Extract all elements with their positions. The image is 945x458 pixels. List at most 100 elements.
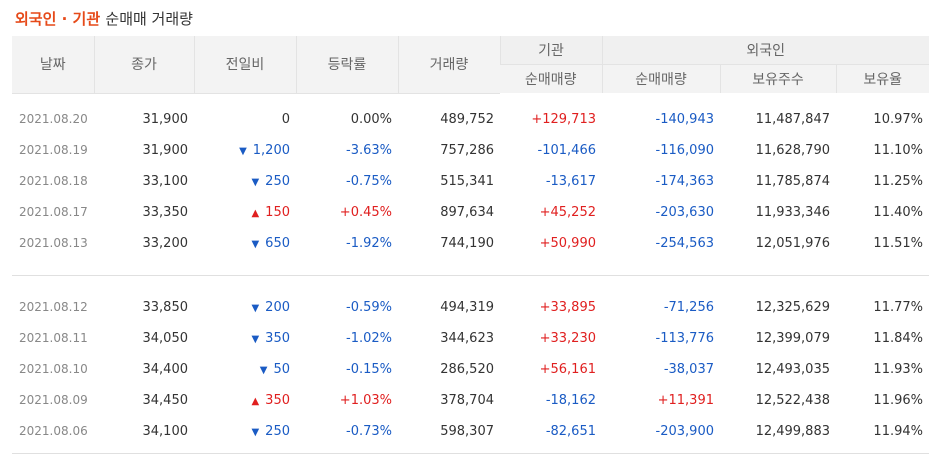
change-value: 350 — [265, 330, 290, 346]
cell-frn-hold: 12,522,438 — [755, 392, 830, 408]
cell-inst-net: -82,651 — [545, 423, 596, 439]
cell-change: ▼ 50 — [194, 354, 296, 385]
table-row: 2021.08.20 31,900 0 0.00% 489,752 +129,713 -14… — [12, 104, 929, 135]
cell-inst-net: -13,617 — [545, 173, 596, 189]
cell-inst-net: +129,713 — [531, 111, 596, 127]
cell-date: 2021.08.17 — [19, 205, 88, 219]
cell-date: 2021.08.10 — [19, 362, 88, 376]
table-header: 날짜 종가 전일비 등락률 거래량 기관 외국인 순매매량 순매매량 보유주수 … — [12, 36, 929, 94]
table-row: 2021.08.09 34,450 ▲ 350 +1.03% 378,704 -18,162… — [12, 385, 929, 416]
cell-frn-net: -174,363 — [655, 173, 714, 189]
cell-rate: -1.92% — [346, 235, 392, 251]
cell-volume: 344,623 — [440, 330, 494, 346]
table-row: 2021.08.06 34,100 ▼ 250 -0.73% 598,307 -82,651… — [12, 416, 929, 447]
cell-inst-net: +33,895 — [539, 299, 596, 315]
cell-frn-ratio: 11.40% — [873, 204, 923, 220]
cell-date: 2021.08.18 — [19, 174, 88, 188]
table-row: 2021.08.19 31,900 ▼ 1,200 -3.63% 757,286 -101,… — [12, 135, 929, 166]
triangle-up-icon: ▲ — [251, 207, 260, 219]
cell-volume: 286,520 — [440, 361, 494, 377]
cell-frn-net: -113,776 — [655, 330, 714, 346]
cell-close: 31,900 — [142, 111, 189, 127]
cell-frn-hold: 11,628,790 — [755, 142, 830, 158]
change-value: 250 — [265, 173, 290, 189]
change-value: 350 — [265, 392, 290, 408]
cell-inst-net: -101,466 — [537, 142, 596, 158]
header-close: 종가 — [93, 36, 194, 94]
cell-volume: 897,634 — [440, 204, 494, 220]
cell-frn-net: -71,256 — [663, 299, 714, 315]
cell-frn-hold: 12,499,883 — [755, 423, 830, 439]
cell-frn-net: -140,943 — [655, 111, 714, 127]
triangle-down-icon: ▼ — [251, 426, 260, 438]
header-frn-ratio: 보유율 — [835, 64, 929, 93]
header-foreign-group: 외국인 — [601, 36, 929, 65]
triangle-down-icon: ▼ — [259, 364, 268, 376]
cell-close: 33,350 — [142, 204, 189, 220]
cell-frn-net: -203,630 — [655, 204, 714, 220]
header-change: 전일비 — [193, 36, 296, 94]
trading-table: 날짜 종가 전일비 등락률 거래량 기관 외국인 순매매량 순매매량 보유주수 … — [12, 36, 929, 454]
cell-frn-ratio: 11.25% — [873, 173, 923, 189]
title-rest: 순매매 거래량 — [105, 10, 193, 28]
change-value: 1,200 — [252, 142, 290, 158]
cell-rate: -0.73% — [346, 423, 392, 439]
cell-frn-hold: 12,493,035 — [755, 361, 830, 377]
cell-close: 33,200 — [142, 235, 189, 251]
cell-frn-hold: 12,051,976 — [755, 235, 830, 251]
triangle-down-icon: ▼ — [239, 145, 247, 157]
cell-date: 2021.08.11 — [19, 331, 88, 345]
cell-date: 2021.08.09 — [19, 393, 88, 407]
cell-frn-net: -38,037 — [663, 361, 714, 377]
cell-volume: 598,307 — [440, 423, 494, 439]
cell-inst-net: +56,161 — [539, 361, 596, 377]
cell-frn-ratio: 11.51% — [873, 235, 923, 251]
table-row: 2021.08.12 33,850 ▼ 200 -0.59% 494,319 +33,895… — [12, 292, 929, 323]
triangle-up-icon: ▲ — [251, 395, 260, 407]
cell-rate: 0.00% — [350, 111, 392, 127]
cell-close: 33,100 — [142, 173, 189, 189]
cell-date: 2021.08.06 — [19, 424, 88, 438]
cell-change: ▼ 1,200 — [194, 135, 296, 166]
header-frn-hold: 보유주수 — [719, 64, 836, 93]
triangle-down-icon: ▼ — [251, 238, 260, 250]
cell-frn-net: -203,900 — [655, 423, 714, 439]
header-inst-net: 순매매량 — [500, 64, 602, 93]
cell-change: 0 — [194, 104, 296, 135]
header-rate: 등락률 — [295, 36, 398, 94]
cell-date: 2021.08.13 — [19, 236, 88, 250]
table-row: 2021.08.11 34,050 ▼ 350 -1.02% 344,623 +33,230… — [12, 323, 929, 354]
cell-change: ▼ 650 — [194, 228, 296, 259]
table-row: 2021.08.13 33,200 ▼ 650 -1.92% 744,190 +50,990… — [12, 228, 929, 259]
cell-close: 34,400 — [142, 361, 189, 377]
cell-rate: -1.02% — [346, 330, 392, 346]
cell-rate: +1.03% — [339, 392, 392, 408]
cell-frn-net: -254,563 — [655, 235, 714, 251]
header-institution-group: 기관 — [499, 36, 602, 65]
cell-volume: 489,752 — [440, 111, 494, 127]
table-row: 2021.08.17 33,350 ▲ 150 +0.45% 897,634 +45,252… — [12, 197, 929, 228]
header-date: 날짜 — [12, 36, 94, 94]
cell-frn-ratio: 11.94% — [873, 423, 923, 439]
cell-change: ▼ 200 — [194, 292, 296, 323]
cell-date: 2021.08.20 — [19, 112, 88, 126]
cell-frn-hold: 11,487,847 — [755, 111, 830, 127]
cell-date: 2021.08.19 — [19, 143, 88, 157]
cell-inst-net: +33,230 — [539, 330, 596, 346]
cell-rate: -3.63% — [346, 142, 392, 158]
cell-change: ▲ 350 — [194, 385, 296, 416]
change-value: 650 — [265, 235, 290, 251]
cell-frn-hold: 12,399,079 — [755, 330, 830, 346]
change-value: 150 — [265, 204, 290, 220]
cell-volume: 757,286 — [440, 142, 494, 158]
table-row: 2021.08.18 33,100 ▼ 250 -0.75% 515,341 -13,617… — [12, 166, 929, 197]
cell-change: ▼ 350 — [194, 323, 296, 354]
cell-frn-net: -116,090 — [655, 142, 714, 158]
cell-close: 33,850 — [142, 299, 189, 315]
header-volume: 거래량 — [397, 36, 500, 94]
cell-inst-net: -18,162 — [545, 392, 596, 408]
cell-frn-ratio: 11.93% — [873, 361, 923, 377]
cell-rate: -0.75% — [346, 173, 392, 189]
cell-change: ▼ 250 — [194, 416, 296, 447]
cell-frn-ratio: 10.97% — [873, 111, 923, 127]
